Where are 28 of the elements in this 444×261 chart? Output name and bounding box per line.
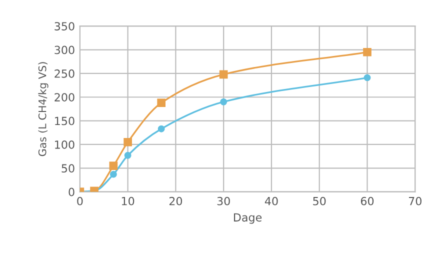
x-tick-label: 60 (360, 196, 374, 206)
x-tick-label: 40 (264, 196, 278, 206)
y-tick-label: 300 (54, 46, 74, 54)
y-tick-label: 350 (54, 22, 74, 30)
y-tick-label: 100 (55, 140, 74, 149)
x-tick-label: 0 (77, 196, 83, 206)
y-axis-title: Gas (L CH4/kg VS) (38, 62, 48, 156)
x-tick-label: 70 (408, 196, 422, 206)
y-tick-label: 50 (62, 164, 74, 173)
point (157, 98, 166, 107)
point (124, 138, 132, 146)
point (124, 152, 132, 159)
x-tick-label: 50 (313, 196, 326, 206)
y-tick-label: 0 (68, 188, 74, 196)
point (110, 170, 117, 178)
point (109, 162, 118, 170)
point (364, 74, 371, 82)
point (363, 48, 372, 56)
point (220, 98, 228, 106)
point (158, 125, 165, 132)
x-tick-label: 30 (217, 196, 230, 206)
point (219, 70, 228, 79)
x-tick-label: 20 (169, 196, 182, 206)
x-axis-title: Dage (234, 213, 262, 224)
y-tick-label: 250 (54, 69, 74, 78)
x-tick-label: 10 (122, 196, 134, 206)
y-tick-label: 150 (55, 116, 74, 126)
y-tick-label: 200 (54, 93, 74, 102)
